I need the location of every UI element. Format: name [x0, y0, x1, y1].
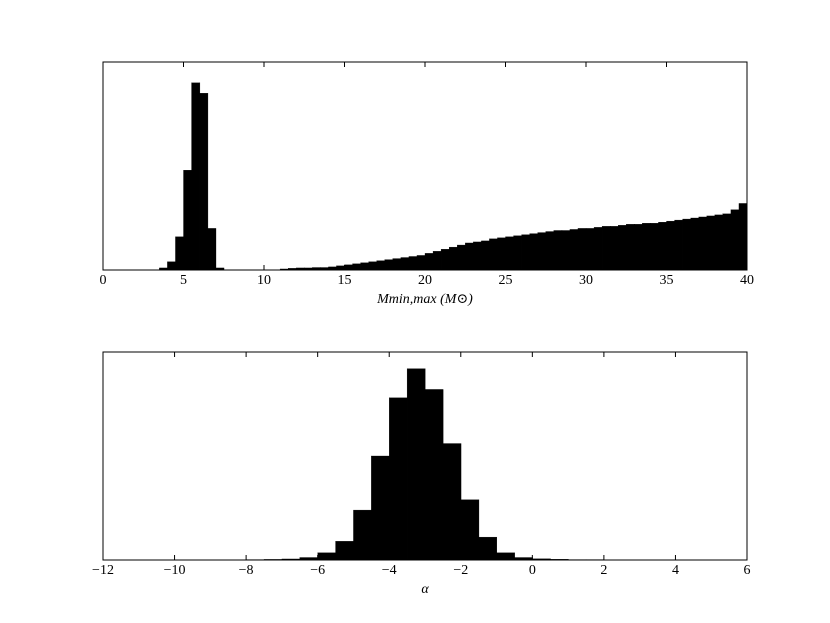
histogram-bar: [352, 263, 362, 271]
x-tick-label: 0: [529, 563, 536, 578]
histogram-bar: [513, 235, 523, 271]
histogram-bar: [473, 241, 482, 271]
histogram-bar: [424, 389, 444, 561]
histogram-bar: [497, 237, 506, 271]
x-tick-label: 5: [180, 273, 187, 288]
x-tick-label: 2: [600, 563, 607, 578]
histogram-bar: [371, 455, 390, 561]
histogram-bar: [360, 262, 370, 271]
histogram-bar: [626, 224, 635, 271]
histogram-bar: [593, 227, 603, 271]
histogram-bar: [682, 218, 692, 271]
histogram-bar: [610, 226, 619, 271]
histogram-bar: [569, 229, 579, 271]
x-tick-label: 15: [338, 273, 352, 288]
histogram-bar: [440, 249, 450, 271]
histogram-bar: [424, 253, 434, 271]
x-tick-label: 4: [672, 563, 679, 578]
histogram-bar: [666, 220, 675, 271]
x-tick-label: 10: [257, 273, 271, 288]
x-tick-label: −6: [310, 563, 325, 578]
x-axis-label: Mmin,max (M⊙): [376, 292, 473, 307]
histogram-bar: [167, 261, 176, 271]
histogram-bar: [642, 223, 651, 271]
histogram-bar: [658, 222, 667, 271]
x-tick-label: −12: [92, 563, 114, 578]
x-tick-label: 30: [579, 273, 593, 288]
histogram-bar: [478, 536, 498, 561]
histogram-bar: [457, 244, 466, 271]
histogram-bar: [634, 224, 643, 271]
histogram-bar: [199, 93, 209, 271]
histogram-bar: [191, 82, 201, 271]
histogram-bar: [537, 232, 547, 271]
histogram-bar: [389, 397, 408, 561]
histogram-bar: [368, 261, 378, 271]
histogram-bar: [714, 214, 724, 271]
histogram-bar: [738, 203, 748, 271]
histogram-bar: [496, 552, 515, 561]
histogram-bar: [353, 509, 372, 561]
histogram-bar: [376, 260, 386, 271]
histogram-bar: [183, 170, 193, 271]
x-tick-label: 35: [660, 273, 674, 288]
histogram-bar: [406, 368, 426, 561]
histogram-bar: [730, 209, 740, 271]
x-tick-label: −8: [239, 563, 254, 578]
histogram-bar: [690, 217, 700, 271]
histogram-bar: [722, 213, 732, 271]
histogram-bar: [460, 499, 480, 561]
histogram-bar: [505, 236, 514, 271]
histogram-bar: [416, 255, 426, 271]
histogram-bar: [553, 230, 563, 271]
histogram-bar: [384, 259, 394, 271]
histogram-bar: [521, 234, 531, 271]
histogram-bar: [674, 219, 684, 271]
x-tick-label: 6: [744, 563, 751, 578]
x-tick-label: 40: [740, 273, 754, 288]
histogram-bar: [706, 215, 716, 271]
x-tick-label: 20: [418, 273, 432, 288]
x-tick-label: 25: [499, 273, 513, 288]
histogram-bar: [585, 228, 595, 271]
x-tick-label: −4: [382, 563, 397, 578]
histogram-bar: [465, 242, 474, 271]
x-axis-label: α: [421, 582, 429, 597]
histogram-bar: [432, 251, 442, 271]
x-tick-label: −10: [164, 563, 186, 578]
axes-frame: [102, 351, 748, 561]
histogram-bar: [545, 231, 555, 271]
histogram-bar: [489, 238, 498, 271]
histogram-bar: [618, 225, 627, 271]
histogram-bar: [481, 240, 490, 271]
histogram-bar: [335, 541, 354, 561]
histogram-bar: [344, 264, 354, 271]
histogram-bar: [577, 228, 587, 271]
histogram-bar: [408, 256, 418, 271]
histogram-bar: [392, 258, 402, 271]
histogram-bar: [650, 223, 659, 271]
histogram-bar: [442, 443, 462, 561]
histogram-bar: [529, 233, 539, 271]
histogram-bar: [175, 236, 184, 271]
histogram-bar: [207, 228, 217, 271]
histogram-bar: [336, 265, 345, 271]
histogram-bar: [561, 230, 571, 271]
x-tick-label: 0: [100, 273, 107, 288]
histogram-bar: [601, 226, 611, 271]
histogram-bar: [400, 257, 410, 271]
histogram-bar: [317, 552, 337, 561]
histogram-bar: [448, 246, 458, 271]
histogram-bar: [698, 216, 708, 271]
x-tick-label: −2: [453, 563, 468, 578]
